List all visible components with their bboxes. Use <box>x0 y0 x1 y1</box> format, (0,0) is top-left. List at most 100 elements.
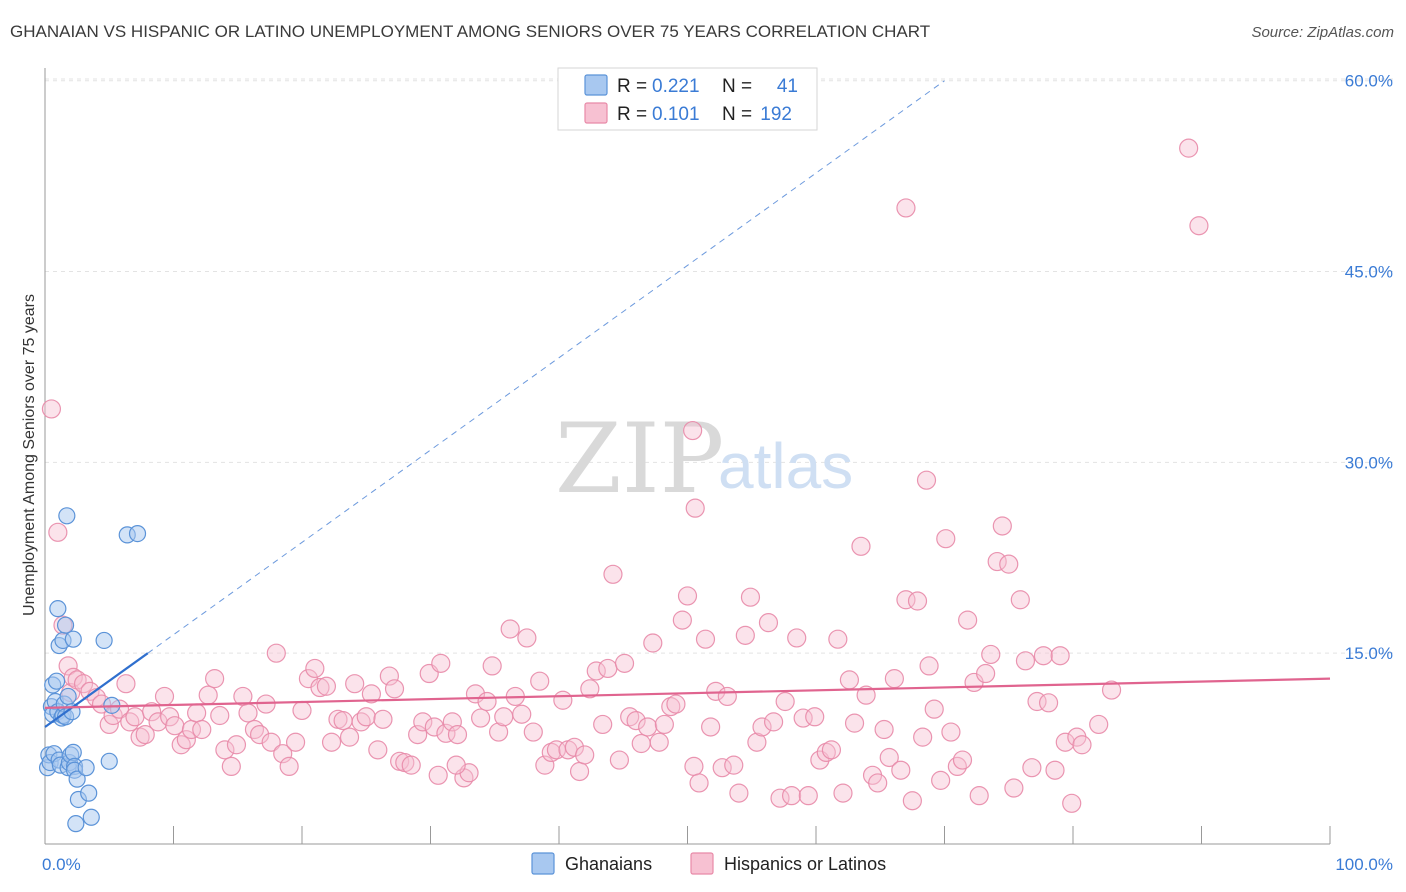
ghanaian-points <box>38 507 147 833</box>
hispanic-point-147 <box>879 747 899 768</box>
gridlines <box>45 78 1395 654</box>
hispanic-point-128 <box>770 788 790 808</box>
hispanic-point-97 <box>593 714 613 735</box>
hispanic-point-21 <box>154 686 175 707</box>
hispanic-point-126 <box>758 613 779 633</box>
hispanic-point-93 <box>569 761 590 782</box>
hispanic-point-3 <box>58 656 78 676</box>
hispanic-point-31 <box>210 705 230 726</box>
legend-hispanic-n-value: 192 <box>760 104 792 125</box>
hispanic-point-103 <box>626 711 646 731</box>
watermark-zip: ZIP <box>555 403 724 515</box>
hispanic-point-83 <box>512 704 532 724</box>
x-tick-labels: 0.0% 100.0% <box>42 855 1393 874</box>
hispanic-point-16 <box>125 707 145 727</box>
hispanic-point-121 <box>729 783 749 803</box>
hispanic-point-118 <box>712 758 732 778</box>
watermark-atlas: atlas <box>718 430 853 502</box>
hispanic-point-85 <box>523 722 543 742</box>
hispanic-point-167 <box>992 516 1012 536</box>
hispanic-point-122 <box>735 625 755 645</box>
hispanic-point-1 <box>48 522 68 542</box>
hispanic-point-171 <box>1015 651 1036 671</box>
hispanic-point-190 <box>1101 680 1122 700</box>
hispanic-point-181 <box>1072 735 1092 755</box>
hispanic-point-37 <box>244 719 265 740</box>
hispanic-point-176 <box>1045 760 1065 780</box>
hispanic-point-164 <box>976 663 996 684</box>
hispanic-point-157 <box>936 529 956 549</box>
hispanic-point-109 <box>661 697 681 717</box>
ghanaian-point-22 <box>59 687 77 706</box>
hispanic-point-94 <box>575 745 595 765</box>
hispanic-point-108 <box>654 714 674 735</box>
bottom-legend: Ghanaians Hispanics or Latinos <box>531 852 886 875</box>
legend-hispanic-r-value: 0.101 <box>652 104 700 125</box>
axes <box>44 68 1331 845</box>
hispanic-point-92 <box>564 737 585 757</box>
hispanic-points <box>41 138 1209 813</box>
hispanic-point-15 <box>120 712 140 732</box>
legend-box: R = 0.221 N = 41 R = 0.101 N = 192 <box>557 67 818 131</box>
hispanic-point-113 <box>684 756 704 777</box>
hispanic-point-72 <box>447 724 468 745</box>
hispanic-point-146 <box>874 719 894 740</box>
hispanic-point-25 <box>176 730 196 750</box>
hispanic-point-140 <box>839 670 860 690</box>
hispanic-point-143 <box>856 685 876 705</box>
hispanic-point-32 <box>215 740 235 760</box>
y-tick-label-3: 60.0% <box>1345 72 1393 91</box>
hispanic-point-161 <box>958 610 978 630</box>
legend-hispanic-n-label: N = <box>722 104 752 125</box>
hispanic-point-160 <box>952 750 973 770</box>
legend-hispanic-swatch <box>584 102 608 124</box>
hispanic-point-14 <box>116 674 136 694</box>
hispanic-point-110 <box>666 694 686 714</box>
hispanic-point-30 <box>205 669 225 689</box>
hispanic-point-127 <box>763 712 784 732</box>
hispanic-point-168 <box>999 554 1019 574</box>
hispanic-point-170 <box>1010 590 1030 610</box>
hispanic-point-133 <box>798 786 818 806</box>
hispanic-point-131 <box>787 628 807 648</box>
hispanic-point-186 <box>1189 216 1209 236</box>
hispanic-point-79 <box>489 722 509 742</box>
hispanic-point-24 <box>171 735 191 755</box>
hispanic-point-33 <box>221 756 241 777</box>
hispanic-point-111 <box>672 610 692 630</box>
hispanic-point-64 <box>401 755 421 775</box>
hispanic-point-49 <box>316 676 337 696</box>
bottom-legend-ghanaian-label: Ghanaians <box>565 854 652 874</box>
ghanaian-point-20 <box>58 507 76 525</box>
hispanic-point-153 <box>913 727 933 747</box>
ghanaian-trend-line <box>44 652 149 728</box>
hispanic-point-107 <box>649 732 669 752</box>
hispanic-point-60 <box>379 666 399 686</box>
hispanic-point-58 <box>368 740 388 760</box>
y-tick-label-1: 30.0% <box>1345 453 1393 472</box>
hispanic-point-34 <box>226 735 247 755</box>
hispanic-point-52 <box>333 711 353 731</box>
hispanic-point-81 <box>500 619 520 639</box>
y-tick-label-2: 45.0% <box>1345 263 1393 282</box>
hispanic-point-96 <box>586 661 606 681</box>
hispanic-point-69 <box>431 653 451 673</box>
hispanic-point-47 <box>305 658 325 679</box>
hispanic-point-50 <box>321 732 342 752</box>
hispanic-point-84 <box>517 628 537 648</box>
ghanaian-point-40 <box>128 524 147 543</box>
legend-ghanaian-swatch <box>584 74 608 96</box>
hispanic-point-38 <box>249 724 270 745</box>
hispanic-point-57 <box>361 684 381 704</box>
hispanic-point-0 <box>41 399 62 419</box>
ghanaian-point-26 <box>64 630 82 648</box>
hispanic-point-104 <box>631 733 651 754</box>
hispanic-point-41 <box>266 643 286 663</box>
hispanic-point-71 <box>442 712 462 732</box>
y-axis-label: Unemployment Among Seniors over 75 years <box>21 294 38 616</box>
hispanic-point-152 <box>907 591 928 611</box>
hispanic-point-86 <box>530 671 550 691</box>
hispanic-point-27 <box>187 703 207 723</box>
ghanaian-point-30 <box>67 815 85 833</box>
